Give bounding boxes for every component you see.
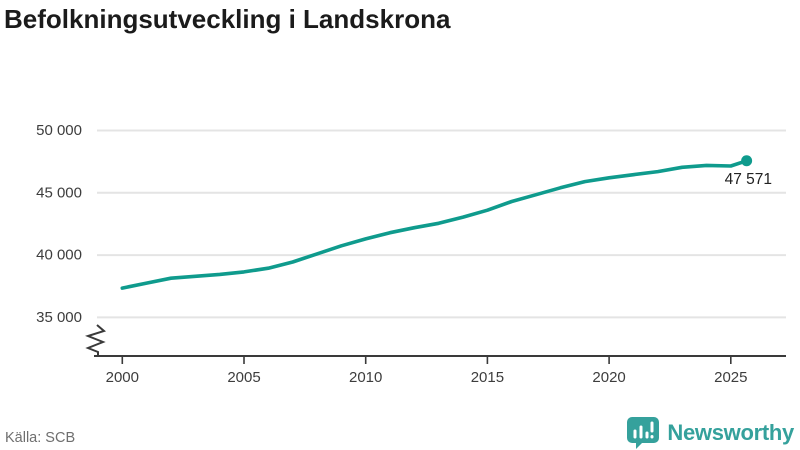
axis-break-icon	[85, 324, 107, 356]
y-tick-label: 40 000	[36, 247, 82, 264]
y-tick-label: 35 000	[36, 309, 82, 326]
newsworthy-logo: Newsworthy	[626, 416, 794, 450]
x-tick-label: 2015	[471, 369, 504, 386]
x-tick-label: 2005	[227, 369, 260, 386]
end-value-label: 47 571	[725, 171, 772, 188]
gridlines-group	[97, 129, 786, 319]
latest-value-point	[741, 155, 753, 167]
x-tick-label: 2000	[106, 369, 139, 386]
data-series-group	[120, 155, 753, 290]
y-tick-label: 45 000	[36, 184, 82, 201]
source-note: Källa: SCB	[5, 430, 76, 446]
x-tick-label: 2025	[714, 369, 747, 386]
speech-bubble-bar-chart-icon	[627, 417, 660, 449]
x-axis-group: 2000 2005 2010 2015 2020 2025	[85, 324, 786, 386]
chart-title: Befolkningsutveckling i Landskrona	[4, 4, 451, 34]
population-line	[120, 159, 749, 290]
x-tick-label: 2020	[592, 369, 625, 386]
speech-bubble-shape	[627, 417, 660, 449]
chart-svg: 50 000 45 000 40 000 35 000 2000 2005 2010 201…	[36, 122, 786, 386]
newsworthy-wordmark: Newsworthy	[667, 420, 794, 445]
y-tick-label: 50 000	[36, 122, 82, 139]
y-axis-labels-group: 50 000 45 000 40 000 35 000	[36, 122, 82, 326]
bar-chart-glyph	[633, 421, 654, 439]
x-tick-label: 2010	[349, 369, 382, 386]
